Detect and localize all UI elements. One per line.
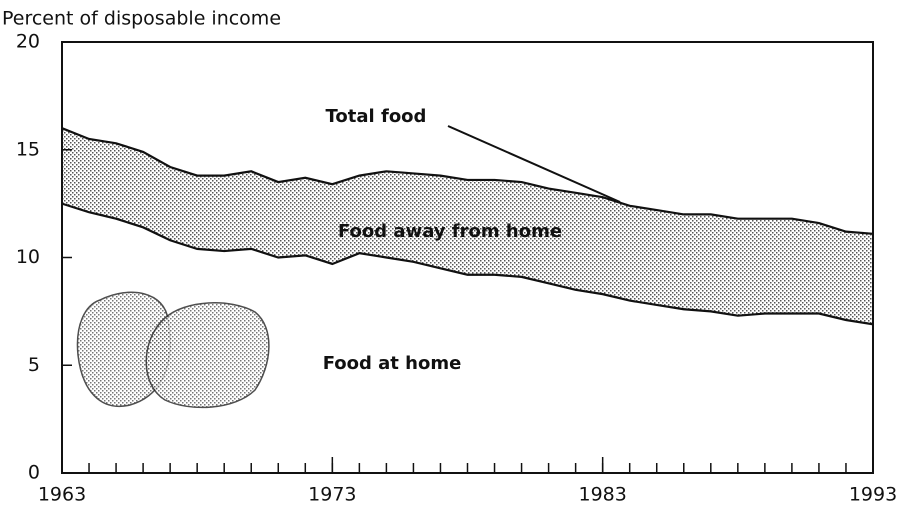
y-tick-label: 20	[16, 31, 40, 53]
line-home	[61, 202, 874, 326]
x-tick-label: 1983	[578, 484, 626, 506]
x-tick-label: 1973	[308, 484, 356, 506]
x-tick-label: 1963	[38, 484, 86, 506]
leader-line	[447, 125, 621, 203]
illustration	[76, 291, 270, 409]
x-tick-label: 1993	[849, 484, 897, 506]
line-total	[61, 127, 874, 235]
y-axis-label: Percent of disposable income	[2, 8, 281, 30]
plot-area	[61, 41, 874, 474]
series-label: Food at home	[323, 353, 462, 374]
y-tick-label: 5	[28, 354, 40, 376]
annotation: Total food	[326, 106, 427, 127]
y-tick-label: 0	[28, 462, 40, 484]
y-tick-label: 10	[16, 246, 40, 268]
y-tick-label: 15	[16, 138, 40, 160]
series-label: Food away from home	[338, 221, 562, 242]
